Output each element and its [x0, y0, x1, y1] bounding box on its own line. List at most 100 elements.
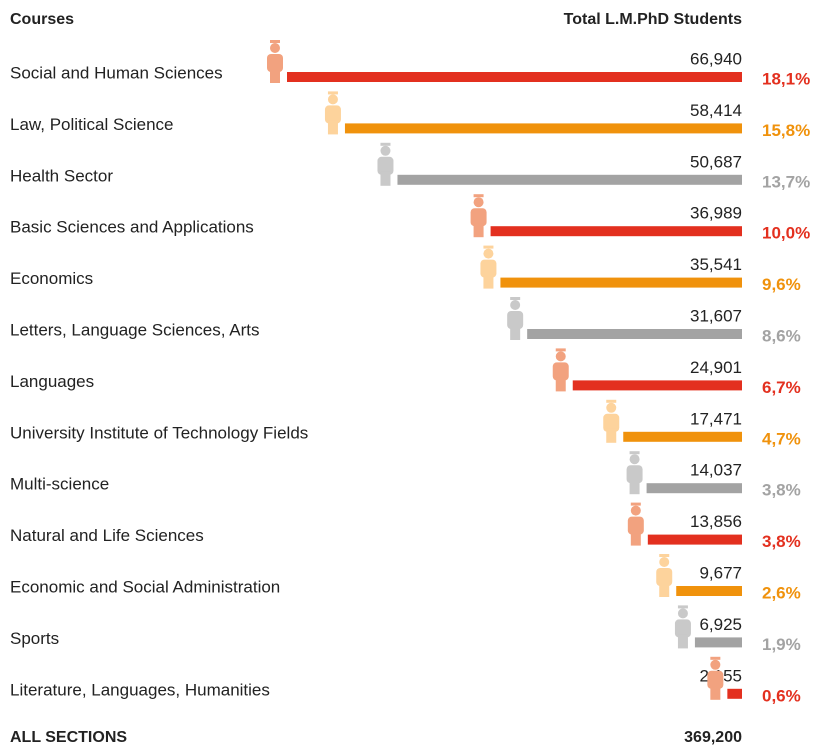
icon-legs	[630, 531, 641, 546]
icon-legs	[710, 685, 721, 700]
icon-body	[552, 362, 569, 381]
total-name: ALL SECTIONS	[10, 729, 127, 746]
icon-cap	[555, 348, 566, 352]
icon-cap	[483, 245, 494, 249]
total-label: 369,200	[684, 729, 742, 746]
category-label: Social and Human Sciences	[10, 63, 223, 82]
percent-label: 10,0%	[762, 224, 810, 243]
icon-head	[659, 557, 670, 567]
category-label: University Institute of Technology Field…	[10, 423, 308, 442]
person-icon	[377, 142, 394, 186]
percent-label: 9,6%	[762, 275, 801, 294]
person-icon	[324, 91, 341, 135]
category-label: Health Sector	[10, 166, 113, 185]
category-label: Economic and Social Administration	[10, 577, 280, 596]
icon-body	[626, 465, 643, 484]
bar	[397, 174, 742, 185]
icon-body	[603, 413, 620, 432]
person-icon	[507, 297, 524, 340]
category-label: Basic Sciences and Applications	[10, 218, 254, 237]
icon-legs	[629, 480, 640, 495]
value-label: 66,940	[690, 49, 742, 68]
value-label: 17,471	[690, 409, 742, 428]
icon-body	[480, 259, 497, 278]
icon-body	[627, 516, 644, 535]
icon-head	[380, 145, 391, 156]
percent-label: 15,8%	[762, 121, 810, 140]
icon-body	[324, 105, 341, 124]
icon-legs	[380, 171, 391, 186]
percent-label: 6,7%	[762, 378, 801, 397]
icon-legs	[659, 583, 670, 597]
icon-cap	[473, 194, 484, 198]
icon-legs	[555, 377, 566, 392]
value-label: 9,677	[699, 563, 742, 582]
icon-legs	[510, 326, 521, 340]
icon-head	[270, 43, 280, 53]
icon-legs	[473, 223, 484, 238]
percent-label: 2,6%	[762, 583, 801, 602]
icon-cap	[510, 297, 521, 300]
percent-label: 0,6%	[762, 686, 801, 705]
icon-legs	[677, 634, 688, 649]
icon-cap	[327, 91, 338, 95]
value-label: 35,541	[690, 255, 742, 274]
icon-cap	[380, 142, 391, 146]
category-label: Natural and Life Sciences	[10, 526, 204, 545]
bar	[727, 688, 742, 699]
category-label: Multi-science	[10, 475, 109, 494]
icon-cap	[629, 451, 640, 455]
icon-body	[267, 54, 283, 72]
bar	[344, 123, 742, 134]
category-label: Letters, Language Sciences, Arts	[10, 320, 260, 339]
bar	[572, 380, 742, 391]
icon-legs	[270, 69, 280, 83]
percent-label: 1,9%	[762, 635, 801, 654]
person-icon	[552, 348, 569, 392]
icon-head	[327, 94, 338, 105]
icon-body	[470, 208, 487, 227]
value-label: 50,687	[690, 152, 742, 171]
bar	[490, 226, 742, 237]
icon-cap	[606, 399, 617, 403]
bar	[527, 329, 742, 339]
person-icon	[674, 605, 691, 649]
category-label: Literature, Languages, Humanities	[10, 680, 270, 699]
person-icon	[707, 656, 724, 700]
header-right: Total L.M.PhD Students	[564, 11, 742, 28]
percent-label: 3,8%	[762, 532, 801, 551]
person-icon	[627, 502, 644, 546]
percent-label: 4,7%	[762, 429, 801, 448]
bar	[676, 586, 742, 596]
value-label: 24,901	[690, 358, 742, 377]
person-icon	[267, 40, 283, 83]
value-label: 58,414	[690, 101, 742, 120]
bar	[646, 483, 742, 494]
icon-legs	[606, 428, 617, 443]
category-label: Sports	[10, 629, 59, 648]
category-label: Languages	[10, 372, 94, 391]
icon-legs	[483, 274, 494, 289]
bar	[287, 72, 742, 82]
person-icon	[603, 399, 620, 443]
icon-head	[710, 659, 721, 670]
icon-legs	[327, 120, 338, 135]
icon-head	[510, 300, 521, 310]
person-icon	[656, 554, 673, 597]
percent-label: 18,1%	[762, 69, 810, 88]
icon-body	[656, 568, 673, 586]
icon-cap	[710, 656, 721, 660]
bar	[623, 431, 742, 442]
icon-body	[707, 670, 724, 689]
percent-label: 13,7%	[762, 172, 810, 191]
icon-cap	[677, 605, 688, 609]
icon-head	[629, 454, 640, 465]
percent-label: 8,6%	[762, 326, 801, 345]
icon-body	[507, 311, 524, 329]
value-label: 6,925	[699, 615, 742, 634]
icon-cap	[270, 40, 280, 43]
header-left: Courses	[10, 11, 74, 28]
percent-label: 3,8%	[762, 481, 801, 500]
